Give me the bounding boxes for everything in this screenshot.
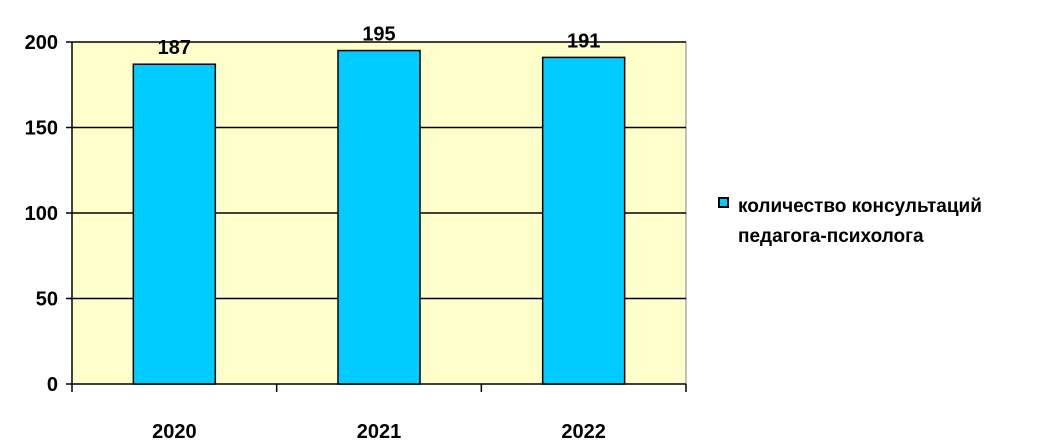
bar [337, 49, 421, 385]
axes [66, 41, 687, 392]
x-tick-label: 2020 [152, 421, 197, 439]
bar [541, 56, 626, 385]
y-tick-label: 100 [25, 203, 58, 225]
y-tick-label: 200 [25, 32, 58, 54]
data-label: 195 [362, 24, 395, 46]
y-tick-label: 0 [47, 374, 58, 396]
x-tick-label: 2021 [357, 421, 402, 439]
data-label: 191 [567, 30, 600, 52]
data-label: 187 [158, 37, 191, 59]
y-tick-label: 50 [36, 289, 58, 311]
bar [132, 63, 217, 385]
bars [132, 49, 626, 385]
y-tick-label: 150 [25, 118, 58, 140]
labels: 0 50 100 150 200 187 2020 195 2021 191 2022 [25, 24, 606, 443]
x-tick-label: 2022 [561, 421, 606, 439]
legend-swatch [718, 197, 729, 208]
legend: количество консультаций педагога-психоло… [708, 192, 1058, 282]
legend-label: количество консультаций педагога-психоло… [738, 196, 982, 247]
